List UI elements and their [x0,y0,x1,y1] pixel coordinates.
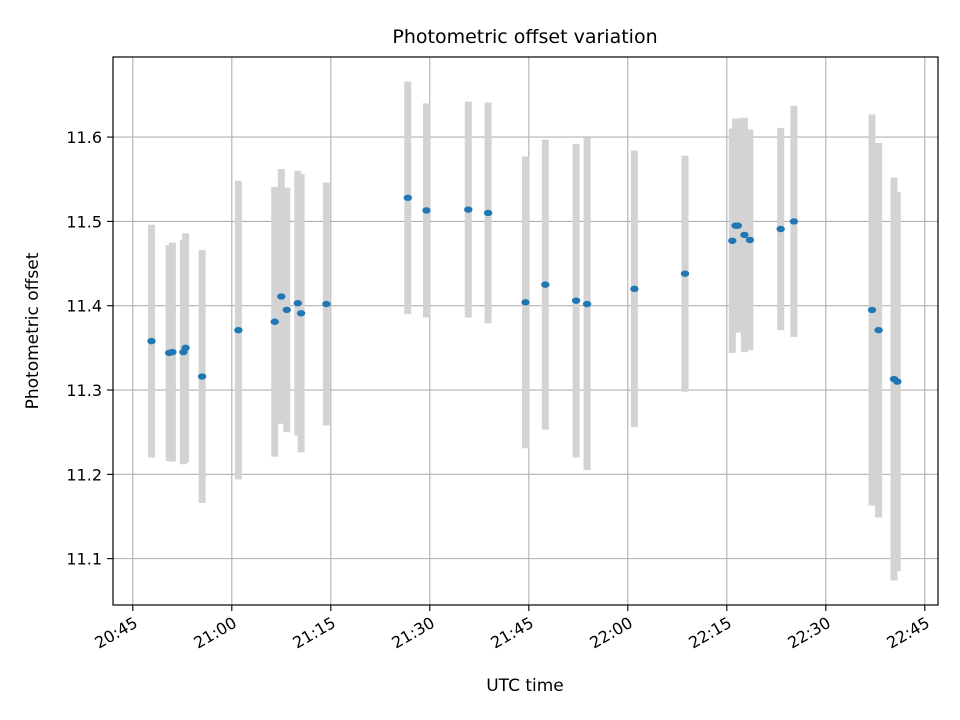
y-tick-label: 11.1 [66,550,102,569]
data-point [733,222,742,229]
data-point [541,281,550,288]
plot-frame [112,56,939,606]
data-point [181,344,190,352]
data-point [464,206,473,213]
data-point [197,373,207,380]
x-axis-ticks: 20:45 21:00 21:15 21:30 21:45 22:00 22:15 22:30… [91,605,933,653]
data-point [893,378,902,385]
data-point [403,194,412,201]
x-tick-label: 21:30 [388,613,437,653]
data-point [630,285,639,293]
data-point [322,300,331,308]
data-point [745,236,755,244]
data-point [147,337,156,345]
data-point [277,293,286,300]
data-point [571,297,581,304]
data-point [728,237,737,244]
chart-title: Photometric offset variation [392,26,657,48]
x-axis-label: UTC time [486,676,564,696]
data-point [789,218,799,225]
data-point [483,209,493,217]
y-tick-label: 11.4 [66,297,102,316]
data-point [776,225,785,233]
data-point [270,318,279,325]
data-point [422,207,431,214]
data-point [168,348,177,356]
data-point [234,326,243,334]
data-point [521,299,530,306]
x-tick-label: 20:45 [91,613,140,653]
data-point [680,270,690,277]
data-point [582,300,592,308]
x-tick-label: 21:15 [289,613,338,653]
x-tick-label: 22:30 [784,613,833,653]
y-axis-ticks: 11.1 11.2 11.3 11.4 11.5 11.6 [66,128,113,569]
y-axis-label: Photometric offset [23,252,43,409]
y-tick-label: 11.5 [66,212,102,231]
data-point [296,310,306,317]
data-point [293,299,302,307]
x-tick-label: 21:00 [190,613,239,653]
y-tick-label: 11.2 [66,465,102,484]
x-tick-label: 22:45 [883,613,932,653]
data-point [867,306,877,314]
data-points [147,194,902,385]
x-tick-label: 22:00 [586,613,635,653]
data-point [874,326,883,334]
y-tick-label: 11.6 [66,128,102,147]
data-point [282,306,291,314]
x-tick-label: 21:45 [487,613,536,653]
y-tick-label: 11.3 [66,381,102,400]
errorbars [148,81,901,581]
data-point [740,231,749,239]
x-tick-label: 22:15 [685,613,734,653]
